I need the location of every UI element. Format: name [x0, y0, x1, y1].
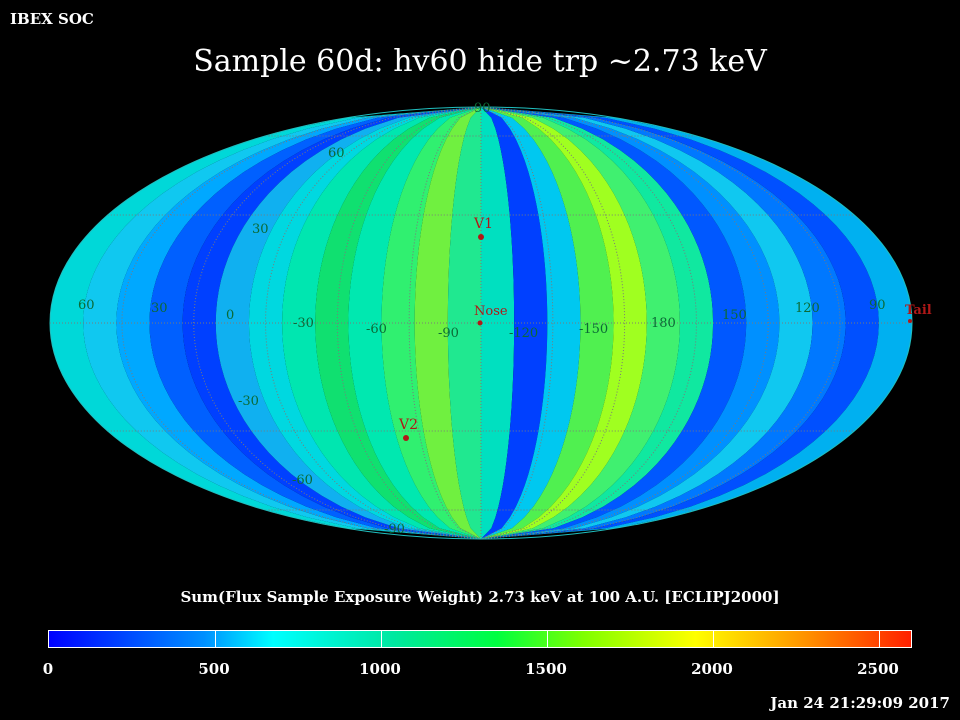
lon-label: 60: [78, 298, 95, 313]
lon-label: -60: [366, 322, 387, 337]
colorbar-divider: [547, 631, 548, 647]
timestamp: Jan 24 21:29:09 2017: [770, 694, 950, 712]
colorbar-tick-label: 1500: [525, 660, 567, 678]
nose-label: Nose: [474, 304, 508, 319]
colorbar-tick-label: 2500: [857, 660, 899, 678]
colorbar-divider: [879, 631, 880, 647]
tail-marker: [908, 319, 912, 323]
meridian-line: [336, 106, 482, 540]
lon-label: 150: [722, 308, 747, 323]
colorbar-tick-label: 1000: [359, 660, 401, 678]
v1-marker: [478, 234, 484, 240]
meridian-line: [121, 106, 482, 540]
v1-label: V1: [473, 216, 493, 232]
flux-band: [248, 107, 481, 539]
lon-label: 120: [795, 301, 820, 316]
colorbar-divider: [381, 631, 382, 647]
colorbar-divider: [713, 631, 714, 647]
colorbar-divider: [215, 631, 216, 647]
flux-band: [481, 107, 614, 539]
brand-label: IBEX SOC: [10, 10, 94, 28]
lon-label: 0: [226, 308, 234, 323]
tail-label: Tail: [905, 303, 932, 318]
lat-label: 90: [474, 101, 491, 116]
v2-marker: [403, 435, 409, 441]
lon-label: 90: [869, 298, 886, 313]
meridian-line: [480, 106, 626, 540]
lon-label: 30: [151, 301, 168, 316]
lon-label: -30: [293, 316, 314, 331]
flux-band: [282, 107, 481, 539]
meridian-line: [480, 106, 698, 540]
map-outline: [49, 106, 913, 540]
lon-label: -90: [438, 326, 459, 341]
lat-label: -90: [384, 522, 405, 537]
map-title: Sample 60d: hv60 hide trp ~2.73 keV: [193, 44, 767, 79]
lat-label: 60: [328, 146, 345, 161]
nose-marker: [477, 320, 483, 326]
lat-label: 30: [252, 222, 269, 237]
meridian-line: [480, 106, 841, 540]
colorbar: [48, 630, 912, 648]
lon-label: -120: [509, 326, 538, 341]
colorbar-title: Sum(Flux Sample Exposure Weight) 2.73 ke…: [180, 588, 780, 606]
v2-label: V2: [398, 417, 418, 433]
colorbar-tick-label: 0: [42, 660, 54, 678]
flux-band: [481, 107, 548, 539]
lat-label: -30: [238, 394, 259, 409]
flux-band: [381, 107, 481, 539]
lat-label: -60: [292, 473, 313, 488]
lon-label: 180: [651, 316, 676, 331]
lon-label: -150: [579, 322, 608, 337]
colorbar-tick-label: 2000: [691, 660, 733, 678]
colorbar-tick-label: 500: [198, 660, 230, 678]
flux-band: [481, 107, 714, 539]
meridian-line: [264, 106, 482, 540]
